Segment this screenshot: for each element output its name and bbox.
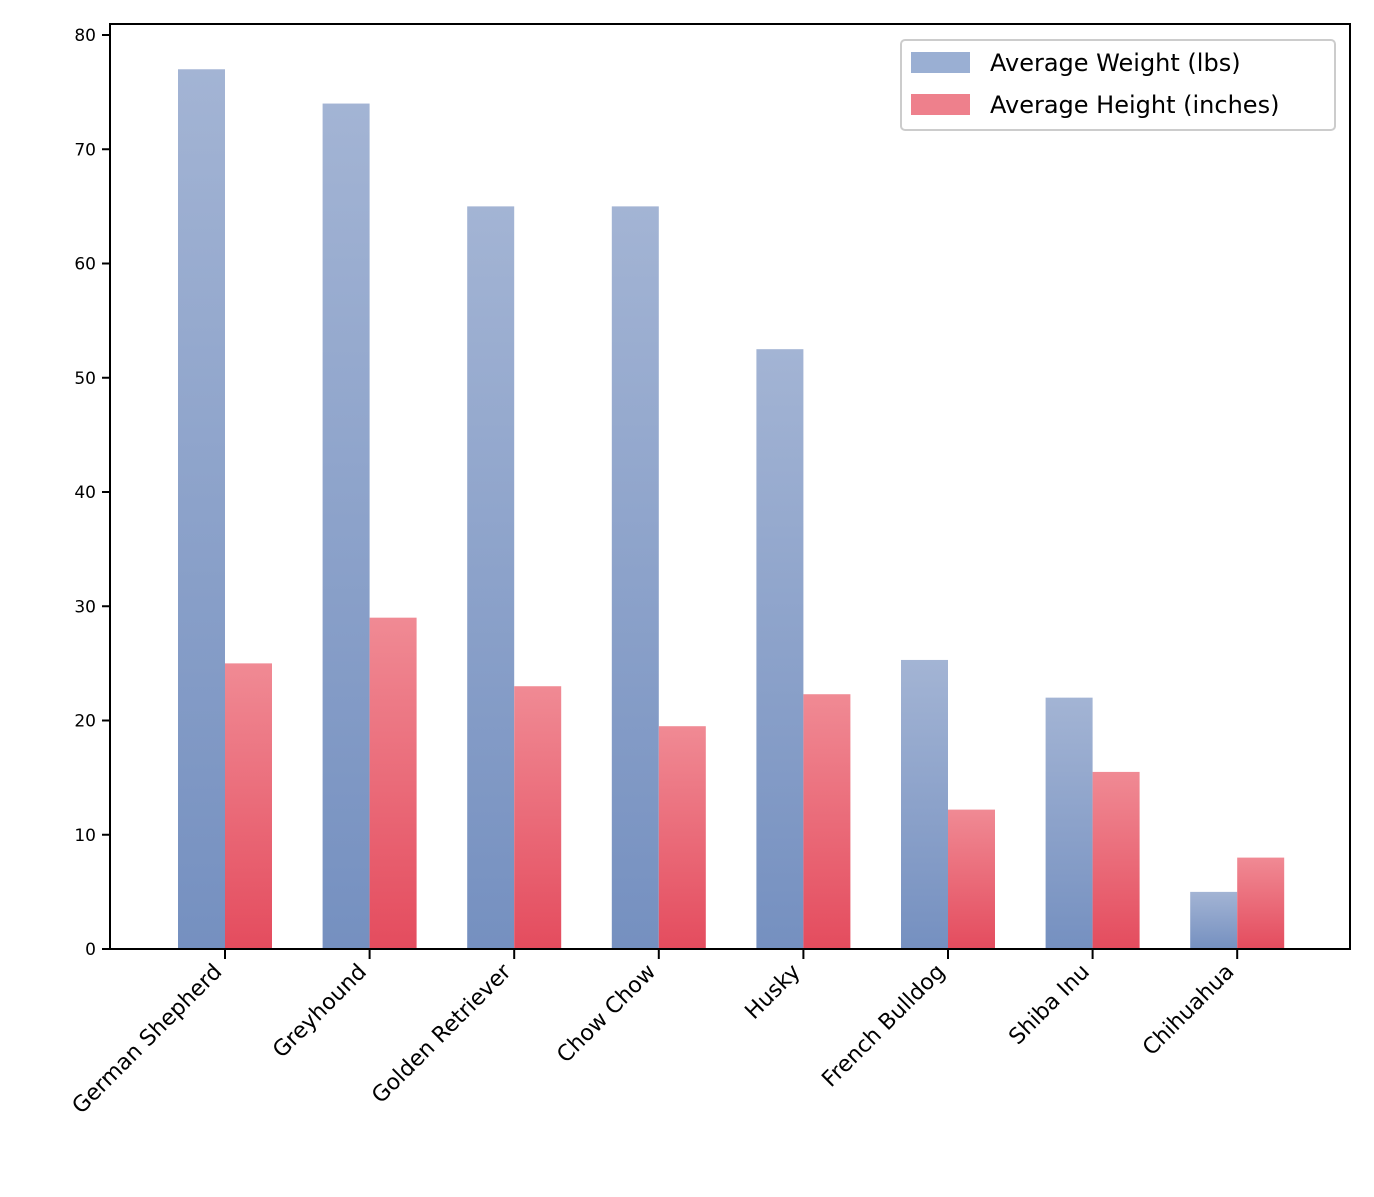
x-tick-label-chow-chow: Chow Chow bbox=[552, 960, 661, 1069]
x-tick-label-chihuahua: Chihuahua bbox=[1138, 960, 1239, 1061]
y-tick-label-50: 50 bbox=[74, 369, 96, 389]
x-tick-label-husky: Husky bbox=[741, 960, 806, 1025]
y-tick-label-10: 10 bbox=[74, 826, 96, 846]
y-tick-label-30: 30 bbox=[74, 597, 96, 617]
bar-height-shiba-inu bbox=[1092, 771, 1140, 949]
bar-weight-greyhound bbox=[322, 103, 370, 950]
y-tick-label-80: 80 bbox=[74, 26, 96, 46]
y-tick-label-20: 20 bbox=[74, 712, 96, 732]
legend-label-height: Average Height (inches) bbox=[990, 91, 1279, 119]
x-tick-label-german-shepherd: German Shepherd bbox=[68, 960, 228, 1120]
bar-height-german-shepherd bbox=[225, 663, 272, 950]
x-tick-label-greyhound: Greyhound bbox=[268, 960, 372, 1064]
bar-height-french-bulldog bbox=[948, 809, 995, 949]
y-tick-label-0: 0 bbox=[85, 940, 96, 960]
x-tick-label-shiba-inu: Shiba Inu bbox=[1004, 960, 1094, 1050]
legend-label-weight: Average Weight (lbs) bbox=[990, 49, 1241, 77]
y-tick-label-40: 40 bbox=[74, 483, 96, 503]
bar-weight-french-bulldog bbox=[901, 659, 948, 949]
y-axis: 0 10 20 30 40 50 60 70 80 bbox=[74, 26, 110, 960]
bars-layer bbox=[178, 69, 1285, 950]
bar-height-greyhound bbox=[369, 617, 417, 949]
legend-box bbox=[900, 39, 1336, 131]
bar-weight-shiba-inu bbox=[1045, 697, 1093, 949]
x-tick-label-golden-retriever: Golden Retriever bbox=[367, 959, 517, 1109]
legend: Average Weight (lbs) Average Height (inc… bbox=[900, 39, 1336, 131]
bar-height-husky bbox=[803, 694, 851, 949]
bar-weight-german-shepherd bbox=[178, 69, 225, 949]
bar-height-golden-retriever bbox=[514, 686, 562, 949]
bar-weight-husky bbox=[756, 349, 804, 949]
plot-area-frame bbox=[109, 23, 1351, 950]
legend-swatch-weight bbox=[911, 52, 970, 73]
bar-height-chihuahua bbox=[1237, 857, 1285, 949]
bar-weight-golden-retriever bbox=[467, 206, 515, 950]
bar-weight-chow-chow bbox=[611, 206, 659, 950]
y-tick-label-70: 70 bbox=[74, 140, 96, 160]
bar-weight-chihuahua bbox=[1190, 891, 1238, 950]
legend-swatch-height bbox=[911, 94, 970, 115]
y-tick-label-60: 60 bbox=[74, 255, 96, 275]
bar-height-chow-chow bbox=[658, 726, 706, 949]
x-tick-label-french-bulldog: French Bulldog bbox=[817, 960, 950, 1093]
